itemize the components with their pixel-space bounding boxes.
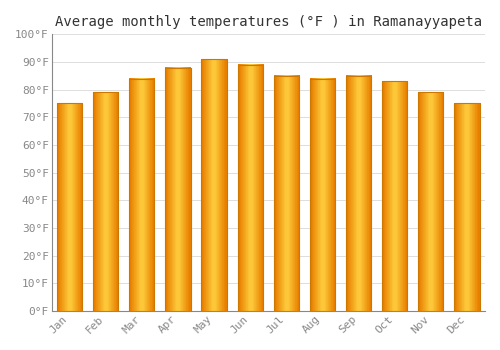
Title: Average monthly temperatures (°F ) in Ramanayyapeta: Average monthly temperatures (°F ) in Ra… xyxy=(54,15,482,29)
